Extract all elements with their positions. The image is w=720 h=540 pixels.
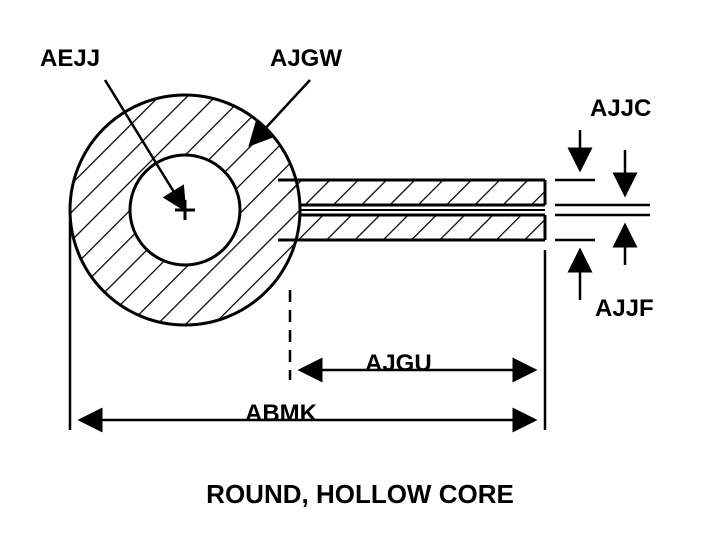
ajjc-label: AJJC <box>590 95 651 123</box>
abmk-label: ABMK <box>245 400 317 428</box>
ajjf-label: AJJF <box>595 295 654 323</box>
ajgw-leader <box>250 80 310 145</box>
ajjc-dimension <box>555 150 650 265</box>
upper-tail <box>278 180 545 205</box>
diagram-title: ROUND, HOLLOW CORE <box>206 479 514 510</box>
ajgu-label: AJGU <box>365 350 432 378</box>
aejj-label: AEJJ <box>40 45 100 73</box>
ajgw-label: AJGW <box>270 45 342 73</box>
lower-tail <box>278 215 545 240</box>
